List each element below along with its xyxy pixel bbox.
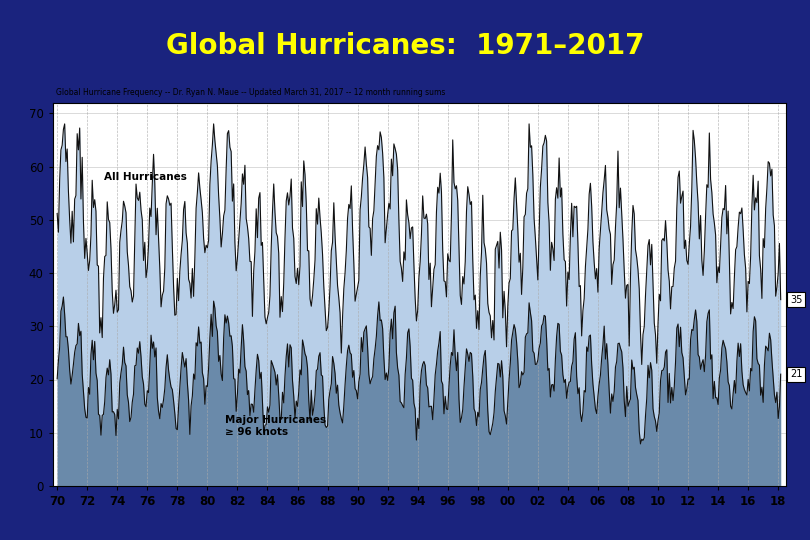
Text: All Hurricanes: All Hurricanes: [104, 172, 187, 181]
Text: Major Hurricanes
≥ 96 knots: Major Hurricanes ≥ 96 knots: [225, 415, 326, 437]
Text: 35: 35: [790, 295, 802, 305]
Text: Global Hurricanes:  1971–2017: Global Hurricanes: 1971–2017: [166, 32, 644, 60]
Text: Global Hurricane Frequency -- Dr. Ryan N. Maue -- Updated March 31, 2017 -- 12 m: Global Hurricane Frequency -- Dr. Ryan N…: [57, 88, 446, 97]
Text: 21: 21: [790, 369, 802, 379]
